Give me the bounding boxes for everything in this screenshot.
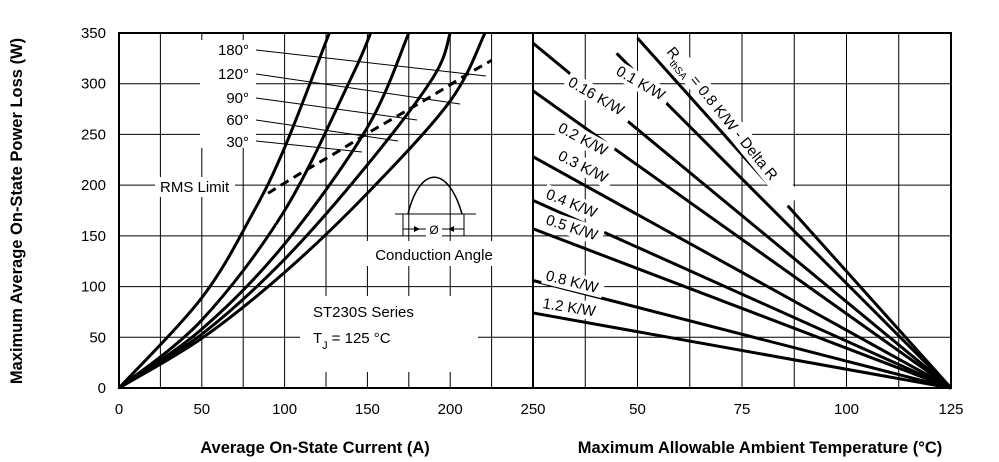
rthsa-line-6	[532, 227, 952, 390]
right-x-tick-label: 100	[834, 401, 859, 418]
rthsa-line-0	[636, 37, 953, 390]
label-k08: 0.8 K/W	[541, 265, 606, 299]
left-x-tick-label: 150	[355, 401, 380, 418]
rms-limit-line	[267, 59, 493, 195]
phi-symbol: Ø	[429, 223, 438, 237]
rthsa-line-8	[532, 311, 952, 390]
label-120: 120°	[218, 66, 249, 83]
y-tick-label: 0	[98, 380, 106, 397]
rthsa-line-1	[615, 52, 953, 390]
label-90: 90°	[226, 90, 249, 107]
series-title: ST230S Series	[313, 304, 414, 321]
rms-limit-label: RMS Limit	[160, 179, 230, 196]
y-tick-label: 200	[81, 177, 106, 194]
label-60: 60°	[226, 112, 249, 129]
tick-labels: 0 50 100 150 200 250 300 350 0 50 100 150 200 250 50 75…	[81, 25, 964, 418]
svg-text:0.16 K/W: 0.16 K/W	[565, 74, 628, 120]
leader-30	[255, 140, 363, 153]
rthsa-line-4	[532, 155, 952, 390]
y-tick-label: 250	[81, 126, 106, 143]
y-tick-label: 50	[89, 329, 106, 346]
conduction-angle-label: Conduction Angle	[375, 247, 493, 264]
left-x-tick-label: 100	[272, 401, 297, 418]
leader-90	[255, 97, 418, 121]
conduction-angle-glyph: Ø	[395, 176, 476, 237]
y-axis-title: Maximum Average On-State Power Loss (W)	[8, 38, 26, 384]
series-box-bg	[300, 296, 478, 372]
y-tick-label: 150	[81, 228, 106, 245]
right-x-tick-label: 75	[734, 401, 751, 418]
y-tick-label: 100	[81, 279, 106, 296]
right-x-tick-label: 125	[938, 401, 963, 418]
label-30: 30°	[226, 134, 249, 151]
series-120deg	[118, 32, 452, 390]
left-x-tick-label: 200	[438, 401, 463, 418]
series-30deg	[117, 32, 331, 390]
left-plot-series	[117, 32, 493, 390]
tj-label: TJ = 125 °C	[313, 330, 391, 352]
right-x-tick-label: 50	[629, 401, 646, 418]
leader-120	[255, 73, 461, 105]
conduction-label-bg	[355, 241, 515, 266]
y-tick-label: 350	[81, 25, 106, 42]
leader-180	[255, 49, 487, 77]
svg-text:0.8 K/W: 0.8 K/W	[544, 267, 601, 297]
left-x-tick-label: 50	[193, 401, 210, 418]
label-180: 180°	[218, 42, 249, 59]
left-x-axis-title: Average On-State Current (A)	[200, 439, 430, 457]
rms-label-bg	[155, 177, 235, 197]
left-x-tick-label: 250	[520, 401, 545, 418]
r-thsa-label: RthSA = 0.8 K/W - Delta R	[659, 39, 802, 208]
leader-60	[255, 119, 399, 142]
left-x-tick-label: 0	[115, 401, 123, 418]
series-90deg	[118, 32, 411, 390]
series-180deg	[118, 32, 487, 390]
right-x-axis-title: Maximum Allowable Ambient Temperature (°…	[578, 439, 942, 457]
right-plot-frame	[532, 32, 952, 389]
rthsa-line-7	[532, 279, 952, 390]
angle-labels-bg	[200, 40, 256, 148]
series-60deg	[118, 32, 373, 390]
y-tick-label: 300	[81, 76, 106, 93]
